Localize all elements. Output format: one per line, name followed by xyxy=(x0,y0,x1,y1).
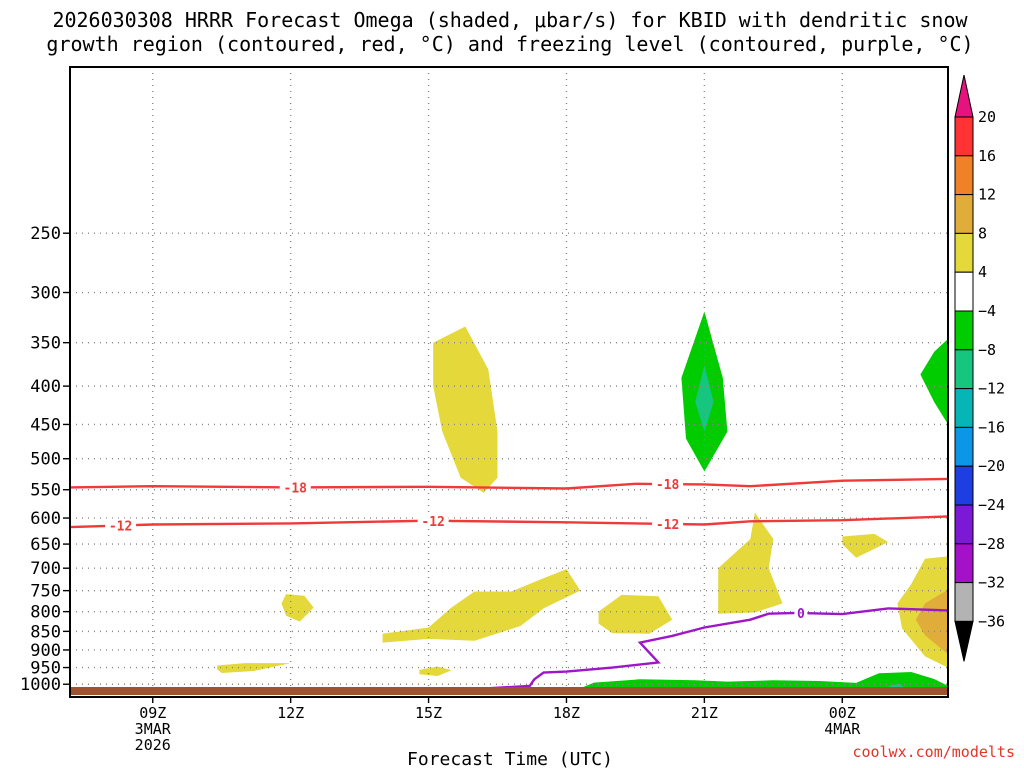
x-tick-label-12Z: 12Z xyxy=(277,704,304,722)
contour-dgz-minus18 xyxy=(69,477,949,490)
x-tick-label-15Z: 15Z xyxy=(415,704,442,722)
x-tick-label-18Z: 18Z xyxy=(553,704,580,722)
colorbar-label-9: −20 xyxy=(978,457,1005,475)
plot-area: -18 -18 -12 -12 -12 0 xyxy=(69,66,949,698)
y-tick-label-800: 800 xyxy=(30,603,61,623)
colorbar-segment-1 xyxy=(954,155,974,196)
chart-title-line2: growth region (contoured, red, °C) and f… xyxy=(46,32,973,56)
colorbar-segment-4 xyxy=(954,271,974,312)
contour-label-dgz-minus12-2: -12 xyxy=(656,518,679,533)
omega-colorbar: 20 16 12 8 4 −4 −8 −12 −16 −20 −24 −28 −32 −36 xyxy=(954,74,1005,662)
y-tick-label-400: 400 xyxy=(30,377,61,397)
contour-label-dgz-minus18-0: -18 xyxy=(284,481,308,496)
x-tick-label-21Z: 21Z xyxy=(691,704,718,722)
colorbar-bottom-arrow xyxy=(954,620,974,662)
x-tick-label-2026: 2026 xyxy=(135,736,171,754)
omega-region-upward-low-10z xyxy=(217,663,291,673)
x-tick-label-3MAR: 3MAR xyxy=(135,720,172,738)
y-tick-label-350: 350 xyxy=(30,334,61,354)
contour-label-bg-dgz-minus18-0 xyxy=(279,480,311,495)
x-tick-label-00Z: 00Z xyxy=(829,704,856,722)
contour-label-dgz-minus12-1: -12 xyxy=(421,515,444,530)
omega-region-upward-19z xyxy=(598,594,673,634)
contour-label-freezing-level-0: 0 xyxy=(797,607,805,622)
contour-label-bg-freezing-level-0 xyxy=(794,605,808,620)
colorbar-segment-9 xyxy=(954,465,974,506)
contour-label-dgz-minus12-0: -12 xyxy=(109,520,132,535)
y-tick-label-250: 250 xyxy=(30,224,61,244)
y-tick-label-750: 750 xyxy=(30,582,61,602)
colorbar-segment-11 xyxy=(954,543,974,584)
colorbar-segment-12 xyxy=(954,582,974,622)
omega-region-upward-03z-core xyxy=(915,589,948,655)
y-tick-label-850: 850 xyxy=(30,622,61,642)
colorbar-label-5: −4 xyxy=(978,302,996,320)
omega-region-upward-8-15z xyxy=(433,326,498,493)
omega-region-upward-low-12z xyxy=(281,594,314,622)
colorbar-label-12: −32 xyxy=(978,574,1005,592)
colorbar-label-8: −16 xyxy=(978,418,1005,436)
contour-label-bg-dgz-minus18-1 xyxy=(652,477,684,492)
y-tick-label-900: 900 xyxy=(30,641,61,661)
x-tick-label-09Z: 09Z xyxy=(139,704,166,722)
colorbar-label-6: −8 xyxy=(978,341,996,359)
y-tick-label-500: 500 xyxy=(30,450,61,470)
y-tick-label-650: 650 xyxy=(30,535,61,555)
colorbar-segment-0 xyxy=(954,116,974,157)
colorbar-label-10: −24 xyxy=(978,496,1005,514)
colorbar-label-4: 4 xyxy=(978,263,987,281)
colorbar-segment-6 xyxy=(954,349,974,390)
colorbar-label-13: −36 xyxy=(978,612,1005,630)
y-axis-ticks: 2503003504004505005506006507007508008509… xyxy=(20,224,70,695)
y-tick-label-450: 450 xyxy=(30,415,61,435)
y-tick-label-950: 950 xyxy=(30,659,61,679)
contour-freezing-level xyxy=(405,607,949,693)
colorbar-segment-5 xyxy=(954,310,974,351)
chart-title-line1: 2026030308 HRRR Forecast Omega (shaded, … xyxy=(52,8,968,32)
y-tick-label-300: 300 xyxy=(30,284,61,304)
colorbar-top-arrow xyxy=(954,74,974,118)
colorbar-label-3: 8 xyxy=(978,224,987,242)
colorbar-segment-10 xyxy=(954,504,974,545)
y-tick-label-1000: 1000 xyxy=(20,675,61,695)
colorbar-label-2: 12 xyxy=(978,186,996,204)
omega-region-upward-14-17z xyxy=(382,569,581,643)
pressure-gridlines xyxy=(70,232,948,685)
colorbar-label-11: −28 xyxy=(978,535,1005,553)
contour-label-bg-dgz-minus12-0 xyxy=(105,518,137,533)
colorbar-label-0: 20 xyxy=(978,108,996,126)
contour-label-dgz-minus18-1: -18 xyxy=(656,478,680,493)
y-tick-label-700: 700 xyxy=(30,559,61,579)
x-tick-label-4MAR: 4MAR xyxy=(824,720,861,738)
plot-frame xyxy=(69,66,949,698)
colorbar-label-1: 16 xyxy=(978,147,996,165)
omega-region-downward-03z-upper xyxy=(920,338,948,425)
contour-label-bg-dgz-minus12-1 xyxy=(417,513,449,528)
x-axis-label: Forecast Time (UTC) xyxy=(407,749,613,768)
y-tick-label-550: 550 xyxy=(30,481,61,501)
contour-label-bg-dgz-minus12-2 xyxy=(652,516,684,531)
site-credit: coolwx.com/modelts xyxy=(852,743,1015,761)
temperature-contours: -18 -18 -12 -12 -12 0 xyxy=(69,477,949,693)
ground-strip xyxy=(70,687,948,695)
omega-region-upward-22z xyxy=(718,512,783,614)
contour-dgz-minus12 xyxy=(69,515,949,529)
omega-region-upward-15z-small xyxy=(419,666,452,676)
omega-region-downward-21z-core xyxy=(695,365,714,432)
colorbar-label-7: −12 xyxy=(978,380,1005,398)
colorbar-segment-2 xyxy=(954,194,974,234)
colorbar-segment-7 xyxy=(954,388,974,428)
omega-region-upward-01z xyxy=(842,533,889,558)
colorbar-segment-3 xyxy=(954,232,974,273)
colorbar-segment-8 xyxy=(954,426,974,467)
y-tick-label-600: 600 xyxy=(30,509,61,529)
